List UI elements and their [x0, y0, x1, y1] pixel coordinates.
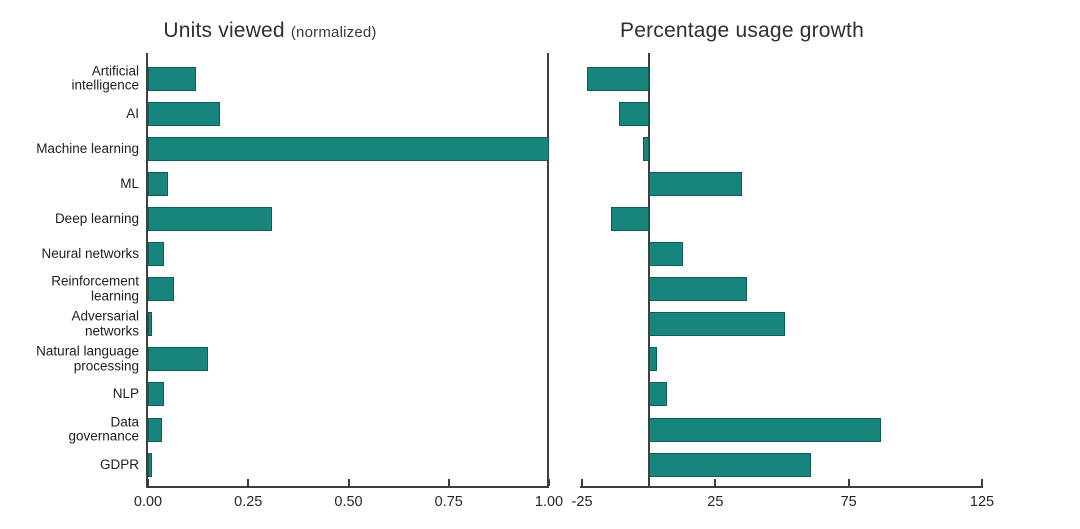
- x-axis-tick: [548, 479, 550, 486]
- bar: [648, 277, 748, 302]
- right-plot-zero-line: [648, 53, 650, 488]
- x-tick-label: 0.00: [133, 494, 163, 510]
- bar: [148, 136, 549, 161]
- right-chart-title: Percentage usage growth: [620, 19, 864, 43]
- bar: [648, 171, 743, 196]
- x-tick-label: 0.50: [334, 494, 363, 510]
- bar: [587, 66, 649, 91]
- bar: [611, 206, 649, 231]
- x-tick-label: 75: [840, 494, 857, 510]
- category-label: Data governance: [68, 414, 139, 444]
- left-chart-title-suffix: (normalized): [290, 24, 377, 41]
- bar: [148, 66, 197, 91]
- bar: [148, 347, 209, 372]
- bar: [648, 347, 657, 372]
- bar: [619, 101, 649, 126]
- category-label: Artificial intelligence: [71, 63, 139, 93]
- bar: [648, 242, 684, 266]
- bar: [148, 101, 221, 126]
- category-label: Deep learning: [54, 210, 139, 226]
- left-plot-area: [146, 53, 549, 488]
- bar: [648, 312, 785, 337]
- x-axis-tick: [581, 479, 584, 486]
- category-label: Adversarial networks: [71, 308, 139, 339]
- x-axis-tick: [714, 479, 717, 486]
- bar: [648, 382, 668, 407]
- bar: [648, 452, 812, 477]
- x-axis-tick: [147, 479, 149, 486]
- x-tick-label: -25: [571, 494, 593, 510]
- category-label: NLP: [112, 386, 139, 402]
- bar: [148, 382, 165, 407]
- bar: [648, 417, 881, 442]
- category-label: Machine learning: [36, 140, 139, 156]
- left-chart-title: Units viewed (normalized): [163, 19, 376, 43]
- left-chart-title-text: Units viewed: [163, 19, 285, 42]
- bar: [148, 242, 165, 266]
- x-tick-label: 25: [707, 494, 724, 510]
- category-label: Neural networks: [41, 245, 139, 261]
- bar: [148, 206, 273, 231]
- x-tick-label: 0.25: [234, 494, 263, 510]
- category-label: Natural language processing: [36, 343, 139, 374]
- x-axis-tick: [847, 479, 850, 486]
- category-label: ML: [120, 175, 139, 191]
- category-label: Reinforcement learning: [51, 273, 139, 304]
- x-tick-label: 1.00: [534, 494, 564, 510]
- bar: [148, 417, 163, 442]
- right-plot-x-axis: [580, 486, 983, 488]
- bar: [148, 312, 152, 337]
- x-axis-tick: [347, 479, 350, 486]
- bar: [148, 452, 152, 477]
- x-axis-tick: [981, 479, 984, 486]
- category-label: GDPR: [99, 456, 139, 472]
- bar: [148, 171, 169, 196]
- x-tick-label: 125: [969, 494, 995, 510]
- x-axis-tick: [247, 479, 250, 486]
- bar: [148, 277, 175, 302]
- x-axis-tick: [447, 479, 450, 486]
- right-chart-title-text: Percentage usage growth: [620, 19, 864, 42]
- x-tick-label: 0.75: [434, 494, 463, 510]
- category-label: AI: [126, 105, 139, 121]
- bar: [643, 136, 649, 161]
